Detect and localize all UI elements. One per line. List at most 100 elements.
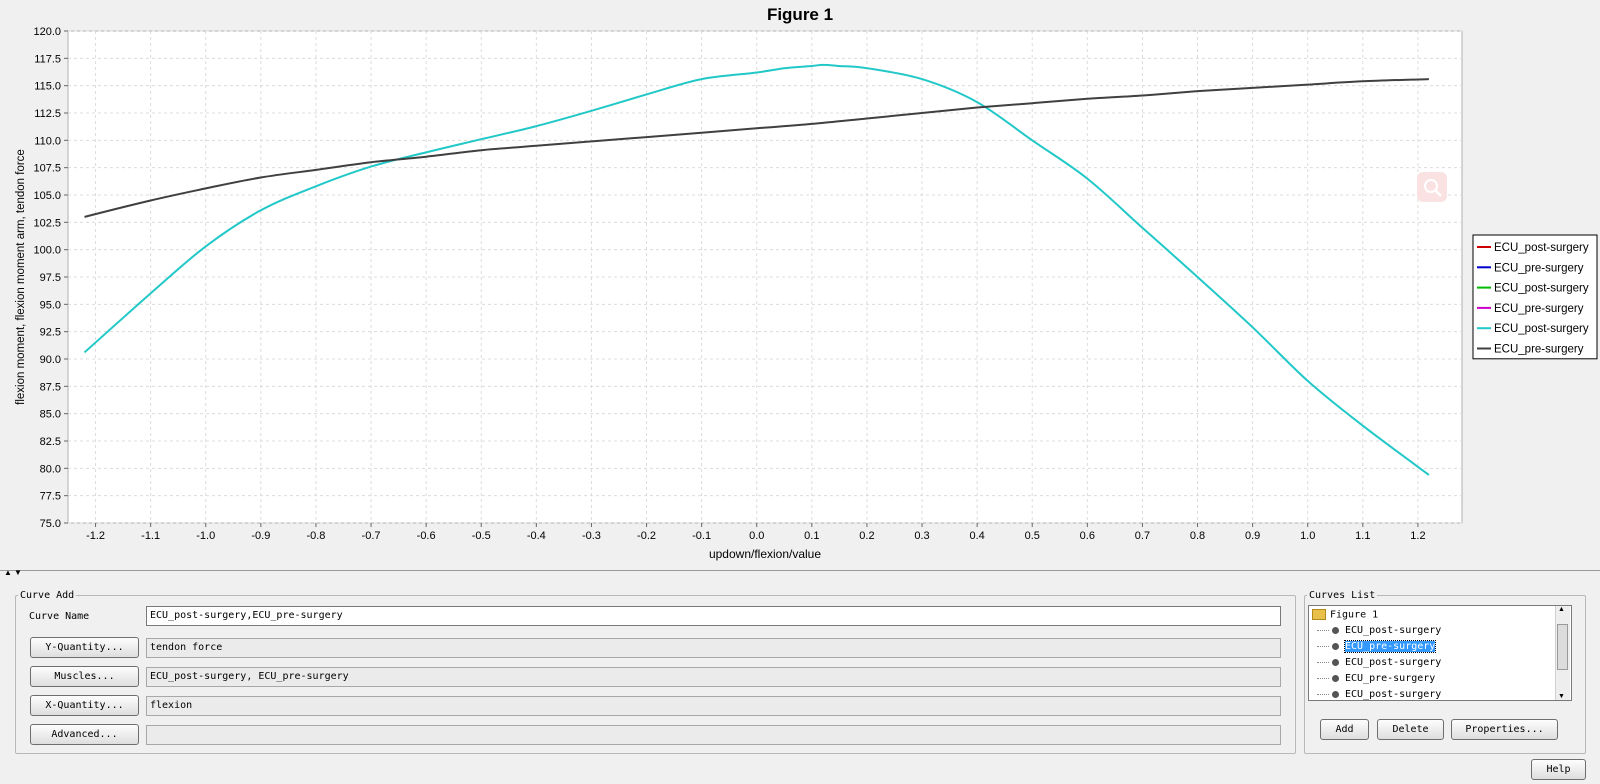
x-tick-label: -0.5: [472, 530, 491, 542]
x-tick-label: -0.4: [527, 530, 546, 542]
curve-list-item-label: ECU_post-surgery: [1345, 625, 1442, 636]
x-quantity-field: flexion: [146, 696, 1281, 716]
y-tick-label: 100.0: [33, 245, 61, 257]
x-axis-label: updown/flexion/value: [709, 547, 821, 561]
y-tick-label: 85.0: [40, 409, 61, 421]
x-tick-label: 0.0: [749, 530, 764, 542]
x-tick-label: 1.0: [1300, 530, 1315, 542]
y-tick-label: 105.0: [33, 190, 61, 202]
x-tick-label: -0.7: [362, 530, 381, 542]
curve-list-item[interactable]: ECU_pre-surgery: [1317, 640, 1437, 653]
y-tick-label: 112.5: [34, 108, 61, 120]
series-line: [84, 78, 1429, 218]
help-button[interactable]: Help: [1531, 759, 1586, 780]
y-tick-label: 75.0: [40, 518, 61, 530]
x-tick-label: 1.2: [1410, 530, 1425, 542]
collapse-up-icon[interactable]: ▲: [4, 568, 12, 577]
legend-entry: ECU_post-surgery: [1494, 242, 1589, 254]
tree-connector: [1317, 693, 1329, 695]
legend-entry: ECU_post-surgery: [1494, 323, 1589, 335]
curve-add-legend: Curve Add: [20, 590, 75, 601]
curve-list-item[interactable]: ECU_post-surgery: [1317, 625, 1441, 636]
curve-list-item[interactable]: ECU_post-surgery: [1317, 689, 1441, 700]
legend-box: [1472, 234, 1598, 360]
y-tick-label: 117.5: [34, 53, 61, 65]
splitter[interactable]: ▲ ▼: [0, 568, 1600, 578]
y-tick-label: 110.0: [34, 135, 61, 147]
chart-area: Figure 1 75.0 77.5 80.0 82.5 85.0 87.5 90.0 92.…: [15, 5, 1598, 561]
x-tick-label: -0.9: [251, 530, 270, 542]
zoom-icon[interactable]: [1417, 172, 1447, 202]
series-line: [83, 63, 1430, 476]
curve-dot-icon: [1332, 690, 1339, 698]
y-tick-label: 87.5: [40, 381, 61, 393]
scroll-up-icon[interactable]: ▲: [1558, 606, 1565, 613]
scroll-thumb[interactable]: [1557, 624, 1568, 670]
chart-svg: Figure 1 75.0 77.5 80.0 82.5 85.0 87.5 90.0 92.…: [15, 5, 1598, 561]
y-axis: 75.0 77.5 80.0 82.5 85.0 87.5 90.0 92.5 95.0 97.5…: [33, 26, 68, 530]
curves-list-group: Curves List: [1304, 590, 1586, 754]
y-tick-label: 102.5: [33, 217, 61, 229]
tree-root[interactable]: Figure 1: [1312, 609, 1378, 621]
y-quantity-button[interactable]: Y-Quantity...: [30, 637, 139, 658]
advanced-button[interactable]: Advanced...: [30, 724, 139, 745]
curve-add-group: Curve Add: [15, 590, 1296, 754]
muscles-button[interactable]: Muscles...: [30, 666, 139, 687]
curve-list-item[interactable]: ECU_pre-surgery: [1317, 673, 1435, 684]
x-tick-label: -1.2: [86, 530, 105, 542]
y-tick-label: 90.0: [40, 354, 61, 366]
curve-dot-icon: [1332, 626, 1339, 634]
curve-list-item-label: ECU_pre-surgery: [1343, 640, 1437, 653]
y-tick-label: 92.5: [40, 327, 61, 339]
legend: ECU_post-surgery ECU_pre-surgery ECU_post-…: [1472, 234, 1598, 360]
y-tick-label: 95.0: [40, 299, 61, 311]
x-tick-label: -0.8: [306, 530, 325, 542]
x-tick-label: 1.1: [1355, 530, 1370, 542]
legend-entry: ECU_pre-surgery: [1494, 344, 1584, 356]
collapse-down-icon[interactable]: ▼: [14, 568, 22, 577]
tree-scrollbar[interactable]: ▲ ▼: [1555, 606, 1570, 700]
x-tick-label: -0.6: [417, 530, 436, 542]
x-tick-label: 0.4: [969, 530, 984, 542]
curve-dot-icon: [1332, 658, 1339, 666]
legend-entry: ECU_pre-surgery: [1494, 262, 1584, 274]
y-tick-label: 115.0: [34, 81, 61, 93]
curve-name-label: Curve Name: [29, 611, 90, 622]
folder-icon: [1312, 609, 1326, 620]
y-quantity-field: tendon force: [146, 638, 1281, 658]
grid: [68, 30, 1462, 524]
x-tick-label: -0.1: [692, 530, 711, 542]
legend-entry: ECU_post-surgery: [1494, 283, 1589, 295]
y-tick-label: 82.5: [40, 436, 61, 448]
y-axis-label: flexion moment, flexion moment arm, tend…: [15, 149, 27, 405]
tree-root-label: Figure 1: [1330, 609, 1379, 621]
y-tick-label: 120.0: [33, 26, 61, 38]
y-tick-label: 77.5: [40, 491, 61, 503]
tree-connector: [1317, 629, 1329, 631]
x-quantity-button[interactable]: X-Quantity...: [30, 695, 139, 716]
x-axis: -1.2 -1.1 -1.0 -0.9 -0.8 -0.7 -0.6 -0.5 -0.4 -0.3…: [86, 523, 1426, 542]
curves-tree[interactable]: Figure 1 ECU_post-surgery ECU_pre-surgery…: [1308, 605, 1572, 701]
chart-title: Figure 1: [767, 5, 833, 24]
muscles-field: ECU_post-surgery, ECU_pre-surgery: [146, 667, 1281, 687]
x-tick-label: 0.7: [1135, 530, 1150, 542]
y-tick-label: 97.5: [40, 272, 61, 284]
scroll-down-icon[interactable]: ▼: [1558, 693, 1565, 700]
curve-list-item-label: ECU_post-surgery: [1345, 689, 1442, 700]
properties-button[interactable]: Properties...: [1451, 719, 1558, 740]
delete-button[interactable]: Delete: [1377, 719, 1444, 740]
tree-connector: [1317, 677, 1329, 679]
tree-connector: [1317, 661, 1329, 663]
x-tick-label: 0.2: [859, 530, 874, 542]
x-tick-label: 0.5: [1025, 530, 1040, 542]
curve-name-field[interactable]: ECU_post-surgery,ECU_pre-surgery: [146, 606, 1281, 626]
add-button[interactable]: Add: [1320, 719, 1369, 740]
curves-list-legend: Curves List: [1309, 590, 1376, 601]
series-lines: [83, 63, 1430, 476]
curve-list-item[interactable]: ECU_post-surgery: [1317, 657, 1441, 668]
curve-dot-icon: [1332, 642, 1339, 650]
legend-entry: ECU_pre-surgery: [1494, 303, 1584, 315]
x-tick-label: -0.3: [582, 530, 601, 542]
curve-dot-icon: [1332, 674, 1339, 682]
x-tick-label: -1.1: [141, 530, 160, 542]
